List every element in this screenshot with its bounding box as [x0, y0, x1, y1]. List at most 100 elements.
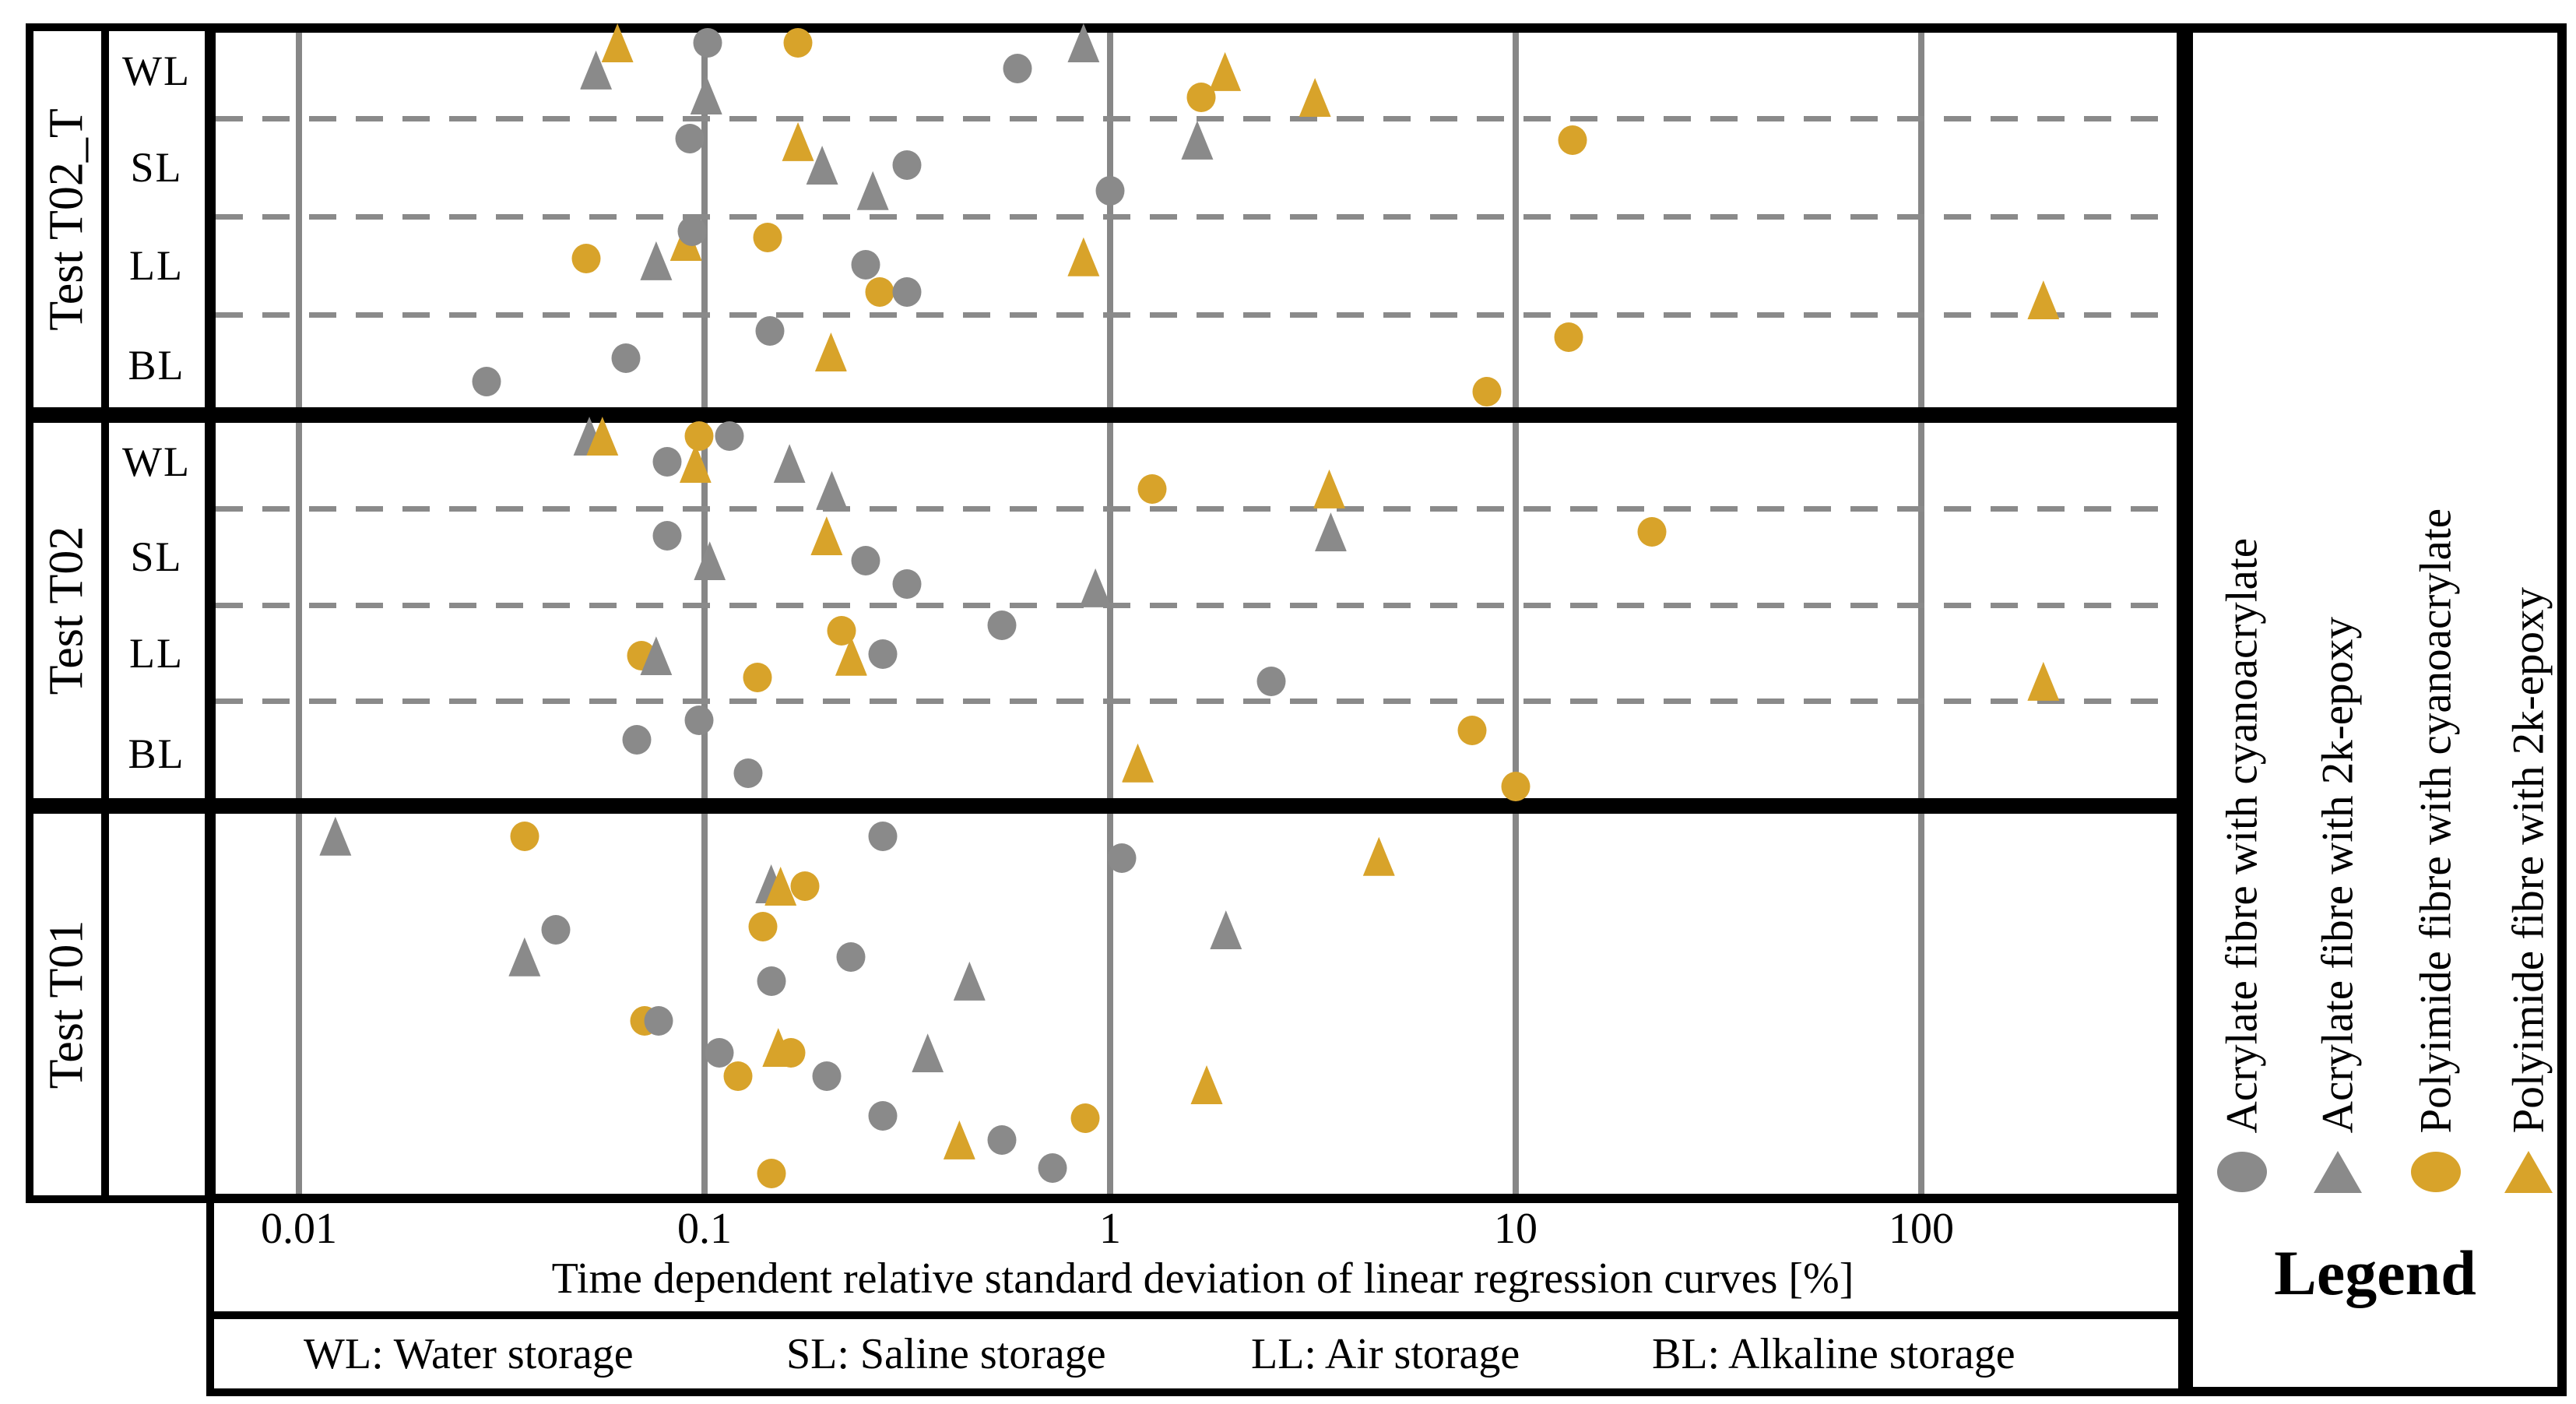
data-point-pc-51: [1637, 517, 1667, 547]
row-label-T02-BL: BL: [128, 730, 185, 777]
row-label-T02-WL: WL: [122, 438, 191, 485]
data-point-ac-61: [684, 706, 714, 736]
panel-divider-plot-1: [206, 798, 2186, 814]
row-separator-T02_T-0: [216, 116, 2177, 121]
data-point-pc-32: [1554, 322, 1583, 352]
data-point-pc-20: [753, 223, 782, 253]
panel-divider-0: [26, 407, 213, 423]
footer-item-1: SL: Saline storage: [786, 1330, 1106, 1378]
data-point-ac-95: [1038, 1153, 1067, 1184]
x-gridline-0.1: [701, 33, 708, 1194]
data-point-pc-58: [743, 662, 772, 692]
data-point-pc-17: [1558, 125, 1587, 155]
section-label-text: Test T01: [40, 920, 93, 1089]
data-point-ac-38: [652, 447, 682, 477]
x-gridline-10: [1513, 33, 1519, 1194]
section-label-T01: Test T01: [40, 920, 95, 1089]
data-point-pc-96: [757, 1158, 786, 1188]
x-tick-label: 1: [1099, 1205, 1121, 1253]
data-point-ac-30: [755, 315, 785, 346]
row-label-T02_T-BL: BL: [128, 341, 185, 389]
data-point-pc-68: [510, 821, 539, 851]
panel-divider-plot-0: [206, 407, 2186, 423]
data-point-ac-76: [541, 915, 571, 945]
x-axis-title: Time dependent relative standard deviati…: [551, 1254, 1854, 1303]
x-tick-label: 0.01: [261, 1205, 337, 1253]
data-point-ac-15: [1095, 175, 1125, 206]
footer-item-2: LL: Air storage: [1251, 1330, 1520, 1378]
data-point-ac-54: [868, 639, 898, 670]
storage-label-column-box: [101, 23, 213, 1203]
row-label-T02-SL: SL: [130, 533, 183, 580]
data-point-ac-91: [868, 1100, 898, 1131]
data-point-pc-42: [1137, 473, 1167, 504]
data-point-ac-80: [757, 966, 786, 996]
data-point-ac-28: [472, 367, 501, 397]
data-point-ac-69: [868, 821, 898, 851]
data-point-ac-89: [812, 1061, 842, 1091]
x-gridline-0.01: [296, 33, 302, 1194]
data-point-ac-70: [1107, 843, 1137, 873]
axis-footer-box: [206, 1203, 2186, 1396]
legend-title: Legend: [2274, 1237, 2476, 1308]
axis-footer-divider: [206, 1311, 2186, 1319]
row-separator-T02_T-1: [216, 214, 2177, 220]
legend-marker-PC: [2411, 1152, 2461, 1192]
x-gridline-100: [1918, 33, 1924, 1194]
legend-frame: [2184, 23, 2567, 1396]
row-label-T02-LL: LL: [129, 629, 184, 677]
row-label-T02_T-WL: WL: [122, 48, 191, 94]
data-point-pc-74: [790, 871, 820, 902]
data-point-ac-55: [987, 611, 1017, 641]
data-point-ac-63: [733, 758, 763, 788]
data-point-pc-4: [783, 28, 813, 58]
row-separator-T02-0: [216, 506, 2177, 512]
data-point-ac-44: [652, 521, 682, 551]
data-point-ac-84: [705, 1038, 734, 1068]
data-point-pc-66: [1501, 771, 1530, 801]
data-point-ac-94: [987, 1124, 1017, 1155]
section-label-text: Test T02_T: [40, 107, 93, 331]
footer-item-3: BL: Alkaline storage: [1652, 1330, 2015, 1378]
data-point-ac-2: [693, 28, 722, 58]
data-point-ac-48: [892, 568, 922, 599]
data-point-ac-47: [851, 546, 880, 576]
data-point-pc-75: [748, 912, 777, 942]
legend-label-text: Polyimide fibre with cyanoacrylate: [2411, 508, 2461, 1133]
legend-marker-AC: [2217, 1152, 2267, 1192]
data-point-ac-5: [1003, 53, 1032, 83]
section-label-T02: Test T02: [40, 526, 95, 695]
x-tick-label: 10: [1494, 1205, 1538, 1253]
footer-item-0: WL: Water storage: [304, 1330, 634, 1378]
data-point-ac-13: [892, 150, 922, 181]
row-separator-T02-2: [216, 698, 2177, 704]
data-point-pc-92: [1070, 1103, 1100, 1133]
data-point-pc-24: [865, 277, 894, 308]
legend-label-PC: Polyimide fibre with cyanoacrylate: [2411, 508, 2462, 1133]
x-tick-label: 0.1: [677, 1205, 732, 1253]
x-tick-label: 100: [1889, 1205, 1954, 1253]
legend-label-PE: Polyimide fibre with 2k-epoxy: [2504, 587, 2554, 1133]
plot-area-frame: [206, 23, 2186, 1203]
data-point-ac-10: [675, 123, 705, 153]
row-separator-T02-1: [216, 603, 2177, 608]
data-point-pc-21: [571, 243, 601, 273]
data-point-pc-65: [1457, 716, 1487, 746]
data-point-pc-88: [723, 1061, 753, 1091]
legend-label-text: Polyimide fibre with 2k-epoxy: [2504, 586, 2553, 1133]
row-label-T02_T-LL: LL: [129, 242, 184, 289]
data-point-ac-83: [644, 1005, 673, 1036]
data-point-pc-33: [1472, 376, 1502, 406]
data-point-ac-19: [677, 216, 707, 247]
data-point-pc-86: [776, 1038, 806, 1068]
legend-label-text: Acrylate fibre with cyanoacrylate: [2217, 537, 2267, 1133]
row-label-T02_T-SL: SL: [130, 144, 183, 191]
data-point-ac-79: [836, 941, 866, 972]
data-point-pc-36: [684, 421, 714, 452]
row-separator-T02_T-2: [216, 312, 2177, 318]
panel-divider-1: [26, 798, 213, 814]
data-point-ac-62: [622, 725, 652, 755]
legend-label-text: Acrylate fibre with 2k-epoxy: [2313, 616, 2363, 1133]
data-point-ac-23: [851, 249, 880, 280]
